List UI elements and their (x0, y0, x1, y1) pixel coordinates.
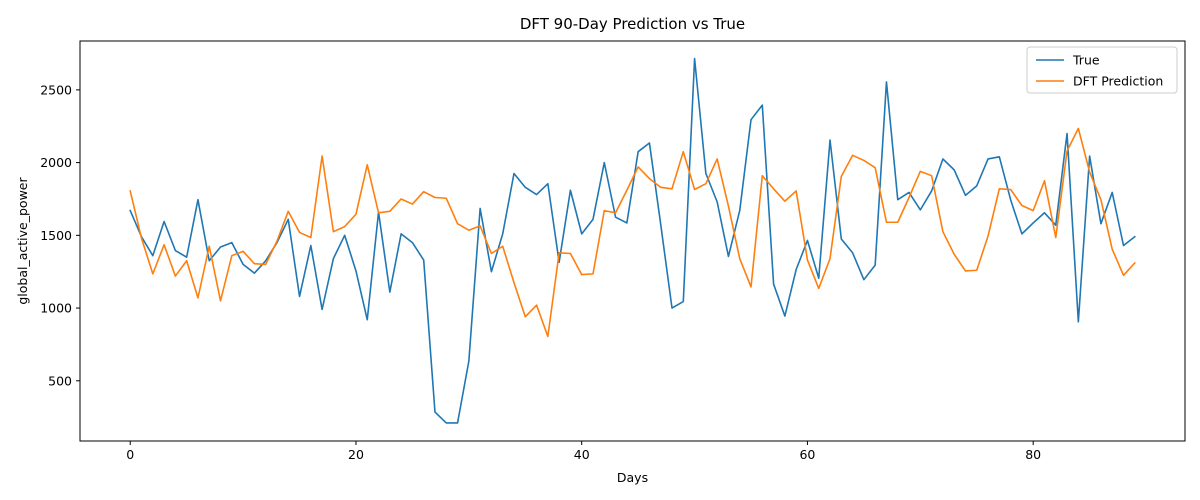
plot-area (129, 57, 1136, 424)
legend: True DFT Prediction (1026, 46, 1178, 94)
axes-frame (79, 40, 1186, 442)
chart-title: DFT 90-Day Prediction vs True (520, 15, 745, 33)
y-tick-label: 1500 (40, 228, 72, 243)
x-tick-label: 0 (126, 447, 134, 462)
x-tick-label: 40 (574, 447, 590, 462)
x-tick-label: 60 (799, 447, 815, 462)
y-tick-label: 2000 (40, 155, 72, 170)
legend-entry: True (1072, 53, 1100, 68)
series-line-true (129, 57, 1136, 424)
y-axis-label: global_active_power (15, 177, 30, 305)
y-tick-label: 1000 (40, 301, 72, 316)
legend-entry: DFT Prediction (1073, 74, 1163, 89)
x-tick-label: 20 (348, 447, 364, 462)
axes: 0 20 40 60 80 500 1000 1500 2000 2500 (40, 40, 1186, 462)
y-tick-label: 2500 (40, 82, 72, 97)
y-tick-label: 500 (48, 373, 72, 388)
x-axis-label: Days (617, 470, 648, 485)
legend-box (1026, 46, 1178, 94)
series-line-dft-prediction (129, 127, 1136, 338)
x-tick-label: 80 (1025, 447, 1041, 462)
